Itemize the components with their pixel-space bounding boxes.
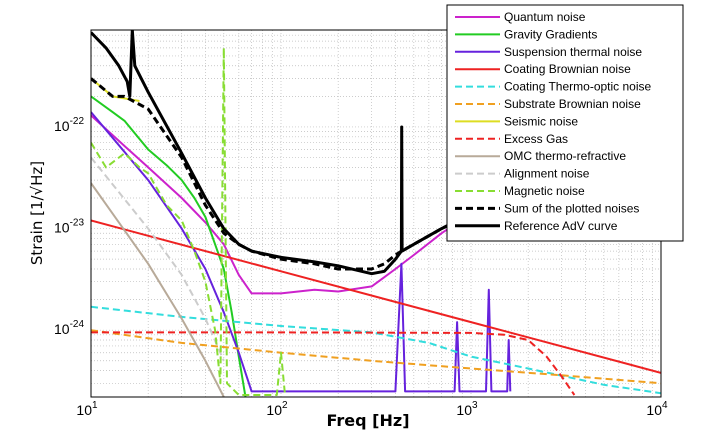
series-line-1 <box>91 114 494 295</box>
legend-label: Magnetic noise <box>504 184 585 198</box>
series-line-10 <box>91 156 225 362</box>
legend-label: Quantum noise <box>504 10 586 24</box>
legend-label: Alignment noise <box>504 167 590 181</box>
legend-label: Excess Gas <box>504 132 568 146</box>
series-line-9 <box>91 182 225 397</box>
x-tick-label: 102 <box>266 400 288 418</box>
x-tick-label: 104 <box>646 400 668 418</box>
x-tick-label: 101 <box>76 400 98 418</box>
y-tick-label: 10-23 <box>54 218 84 236</box>
legend-label: Suspension thermal noise <box>504 45 642 59</box>
y-tick-labels: 10-24 10-23 10-22 <box>54 116 84 337</box>
legend-label: Coating Brownian noise <box>504 62 631 76</box>
legend-label: OMC thermo-refractive <box>504 149 626 163</box>
x-axis-label: Freq [Hz] <box>327 411 410 430</box>
legend-label: Sum of the plotted noises <box>504 201 639 215</box>
series-line-4 <box>91 219 661 374</box>
series-line-8 <box>91 331 576 396</box>
legend: Quantum noise Gravity Gradients Suspension… <box>446 4 684 242</box>
series-line-5 <box>91 305 661 395</box>
y-tick-label: 10-24 <box>54 319 84 337</box>
legend-label: Coating Thermo-optic noise <box>504 80 652 94</box>
x-tick-labels: 101 102 103 104 <box>76 400 668 418</box>
noise-curves <box>91 30 661 397</box>
series-line-3 <box>91 111 512 393</box>
legend-label: Substrate Brownian noise <box>504 97 641 111</box>
y-tick-label: 10-22 <box>54 116 84 134</box>
legend-label: Seismic noise <box>504 114 578 128</box>
y-axis-label: Strain [1/√Hz] <box>28 161 46 265</box>
legend-label: Gravity Gradients <box>504 27 597 41</box>
x-tick-label: 103 <box>456 400 478 418</box>
legend-label: Reference AdV curve <box>504 219 618 233</box>
series-line-2 <box>91 95 247 397</box>
series-line-13 <box>91 30 494 276</box>
series-line-6 <box>91 329 661 385</box>
legend-box <box>446 4 684 242</box>
